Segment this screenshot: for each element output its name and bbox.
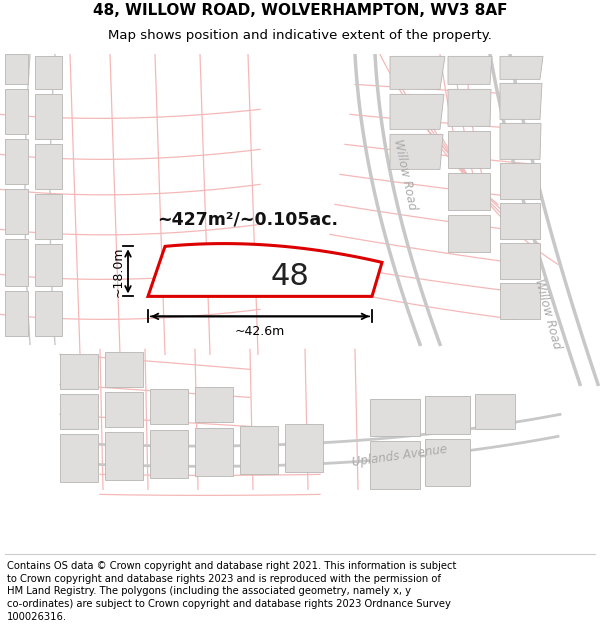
Text: 48: 48	[271, 262, 310, 291]
Polygon shape	[240, 426, 278, 474]
Polygon shape	[5, 89, 28, 134]
Polygon shape	[475, 394, 515, 429]
Polygon shape	[500, 203, 540, 239]
Polygon shape	[5, 189, 28, 234]
Polygon shape	[105, 352, 143, 388]
Polygon shape	[5, 139, 28, 184]
Polygon shape	[448, 89, 491, 126]
Text: Willow Road: Willow Road	[532, 278, 563, 351]
Polygon shape	[150, 389, 188, 424]
Text: 100026316.: 100026316.	[7, 612, 67, 622]
Polygon shape	[35, 244, 62, 286]
Polygon shape	[5, 54, 28, 84]
Polygon shape	[35, 56, 62, 89]
Polygon shape	[390, 94, 444, 129]
Polygon shape	[448, 216, 490, 252]
Polygon shape	[60, 394, 98, 429]
Polygon shape	[5, 239, 28, 286]
Polygon shape	[35, 94, 62, 139]
Text: Map shows position and indicative extent of the property.: Map shows position and indicative extent…	[108, 29, 492, 42]
Polygon shape	[5, 291, 28, 336]
Polygon shape	[500, 56, 543, 79]
Polygon shape	[195, 428, 233, 476]
Text: co-ordinates) are subject to Crown copyright and database rights 2023 Ordnance S: co-ordinates) are subject to Crown copyr…	[7, 599, 451, 609]
Polygon shape	[370, 441, 420, 489]
Polygon shape	[448, 56, 492, 84]
Polygon shape	[500, 163, 540, 199]
Polygon shape	[448, 131, 490, 168]
Polygon shape	[35, 194, 62, 239]
Polygon shape	[35, 291, 62, 336]
Polygon shape	[105, 432, 143, 481]
Polygon shape	[148, 244, 382, 296]
Polygon shape	[425, 396, 470, 434]
Polygon shape	[500, 123, 541, 159]
Text: ~42.6m: ~42.6m	[235, 325, 285, 338]
Polygon shape	[390, 56, 445, 89]
Text: Contains OS data © Crown copyright and database right 2021. This information is : Contains OS data © Crown copyright and d…	[7, 561, 457, 571]
Text: 48, WILLOW ROAD, WOLVERHAMPTON, WV3 8AF: 48, WILLOW ROAD, WOLVERHAMPTON, WV3 8AF	[93, 3, 507, 18]
Polygon shape	[448, 173, 490, 211]
Polygon shape	[105, 392, 143, 428]
Polygon shape	[425, 439, 470, 486]
Text: to Crown copyright and database rights 2023 and is reproduced with the permissio: to Crown copyright and database rights 2…	[7, 574, 441, 584]
Polygon shape	[370, 399, 420, 436]
Polygon shape	[500, 243, 540, 279]
Text: Willow Road: Willow Road	[391, 138, 419, 211]
Polygon shape	[195, 388, 233, 422]
Polygon shape	[150, 431, 188, 478]
Polygon shape	[285, 424, 323, 472]
Polygon shape	[500, 83, 542, 119]
Text: ~427m²/~0.105ac.: ~427m²/~0.105ac.	[157, 211, 338, 228]
Text: Uplands Avenue: Uplands Avenue	[352, 443, 448, 469]
Text: ~18.0m: ~18.0m	[112, 246, 125, 297]
Polygon shape	[390, 134, 443, 169]
Polygon shape	[500, 283, 540, 319]
Polygon shape	[60, 354, 98, 389]
Polygon shape	[60, 434, 98, 482]
Text: HM Land Registry. The polygons (including the associated geometry, namely x, y: HM Land Registry. The polygons (includin…	[7, 586, 411, 596]
Polygon shape	[35, 144, 62, 189]
